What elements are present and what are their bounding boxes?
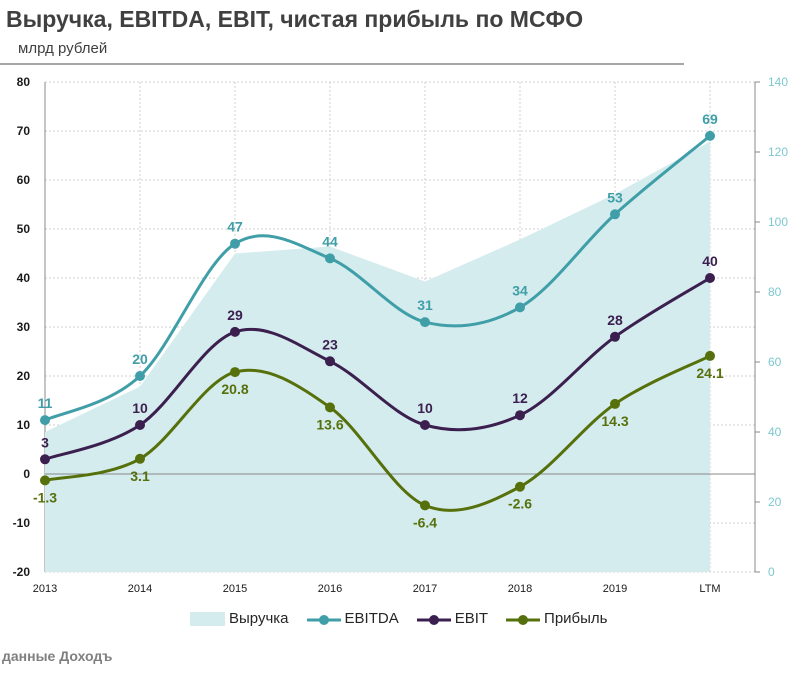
title-divider [0, 63, 684, 65]
y-left-tick-label: 30 [17, 320, 31, 334]
data-point [420, 420, 430, 430]
data-label: 14.3 [601, 413, 628, 429]
data-point [515, 302, 525, 313]
data-point [135, 420, 145, 430]
x-tick-label: 2019 [603, 583, 627, 595]
data-point [515, 410, 525, 421]
source-note: данные Доходъ [2, 648, 113, 664]
data-point [40, 415, 50, 426]
legend-item: Выручка [190, 610, 289, 627]
data-label: 12 [512, 390, 528, 406]
data-label: 31 [417, 297, 433, 313]
y-right-tick-label: 100 [768, 215, 788, 229]
data-point [705, 350, 715, 361]
data-label: -6.4 [413, 514, 437, 530]
data-point [705, 273, 715, 283]
x-tick-label: 2015 [223, 583, 247, 595]
legend: Выручка EBITDA EBIT Прибыль [190, 610, 608, 627]
x-tick-label: 2013 [33, 583, 57, 595]
data-label: 23 [322, 336, 338, 352]
revenue-area [45, 141, 710, 572]
data-point [230, 238, 240, 249]
series-line-Прибыль [44, 354, 711, 512]
legend-item: EBITDA [306, 610, 399, 627]
data-label: 24.1 [696, 365, 723, 381]
y-right-tick-label: 20 [768, 495, 782, 509]
data-point [230, 367, 240, 378]
data-label: 11 [38, 395, 53, 411]
data-point [610, 209, 620, 220]
y-left-tick-label: -20 [13, 565, 31, 579]
data-point [610, 331, 620, 342]
data-label: 20 [132, 351, 148, 367]
data-label: 3.1 [130, 468, 150, 484]
data-point [325, 253, 335, 264]
data-label: 20.8 [221, 381, 248, 397]
data-point [135, 371, 145, 381]
y-left-tick-label: 0 [23, 467, 30, 481]
legend-label: EBIT [454, 610, 489, 627]
x-tick-label: LTM [699, 583, 720, 595]
y-right-tick-label: 140 [768, 75, 788, 89]
data-label: 34 [512, 282, 528, 298]
legend-line-marker-icon [306, 613, 341, 625]
data-point [420, 500, 430, 511]
data-label: -2.6 [508, 496, 532, 512]
data-point [610, 398, 620, 409]
data-label: 3 [41, 434, 49, 450]
y-left-tick-label: -10 [13, 516, 31, 530]
legend-label: Прибыль [544, 610, 608, 627]
data-point [515, 481, 525, 492]
data-label: 10 [417, 400, 433, 416]
data-label: 13.6 [316, 416, 343, 432]
series-line-EBITDA [44, 134, 711, 422]
data-label: 69 [702, 111, 718, 127]
x-tick-label: 2014 [128, 583, 152, 595]
chart-title: Выручка, EBITDA, EBIT, чистая прибыль по… [6, 6, 584, 32]
data-label: 53 [607, 189, 623, 205]
legend-swatch [190, 611, 225, 626]
y-right-tick-label: 0 [768, 565, 775, 579]
y-right-tick-label: 120 [768, 145, 788, 159]
y-left-tick-label: 80 [17, 75, 31, 89]
y-left-tick-label: 50 [17, 222, 31, 236]
data-label: 40 [702, 253, 718, 269]
y-left-tick-label: 60 [17, 173, 31, 187]
data-point [40, 454, 50, 465]
chart-subtitle: млрд рублей [18, 40, 108, 57]
data-point [420, 317, 430, 328]
data-label: 28 [607, 312, 623, 328]
y-right-tick-label: 80 [768, 285, 782, 299]
data-label: 47 [227, 219, 243, 235]
y-right-tick-label: 40 [768, 425, 782, 439]
data-point [230, 326, 240, 337]
data-label: 44 [322, 233, 338, 249]
data-point [135, 453, 145, 464]
y-left-tick-label: 10 [17, 418, 31, 432]
legend-line-marker-icon [506, 613, 541, 625]
x-tick-label: 2018 [508, 583, 532, 595]
data-label: -1.3 [33, 489, 57, 505]
legend-label: EBITDA [344, 610, 399, 627]
x-tick-label: 2017 [413, 583, 437, 595]
legend-item: Прибыль [506, 610, 608, 627]
y-left-tick-label: 20 [17, 369, 31, 383]
legend-line-marker-icon [416, 613, 451, 625]
legend-item: EBIT [416, 610, 489, 627]
data-point [325, 356, 335, 367]
legend-label: Выручка [229, 610, 289, 627]
series-line-EBIT [44, 276, 711, 461]
data-label: 10 [132, 400, 148, 416]
x-tick-label: 2016 [318, 583, 342, 595]
data-label: 29 [227, 307, 243, 323]
y-left-tick-label: 40 [17, 271, 31, 285]
y-left-tick-label: 70 [17, 124, 31, 138]
data-point [40, 475, 50, 486]
data-point [325, 402, 335, 413]
y-right-tick-label: 60 [768, 355, 782, 369]
data-point [705, 130, 715, 141]
